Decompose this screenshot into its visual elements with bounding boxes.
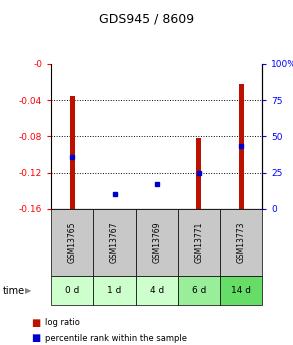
Bar bbox=[220, 209, 262, 276]
Text: log ratio: log ratio bbox=[45, 318, 80, 327]
Text: GDS945 / 8609: GDS945 / 8609 bbox=[99, 12, 194, 25]
Bar bbox=[93, 209, 136, 276]
Bar bbox=[178, 276, 220, 305]
Text: 0 d: 0 d bbox=[65, 286, 80, 295]
Bar bbox=[51, 276, 93, 305]
Bar bbox=[93, 276, 136, 305]
Bar bbox=[136, 276, 178, 305]
Text: ■: ■ bbox=[31, 333, 40, 343]
Text: GSM13773: GSM13773 bbox=[237, 221, 246, 263]
Text: ■: ■ bbox=[31, 318, 40, 327]
Bar bbox=[239, 84, 244, 209]
Text: GSM13771: GSM13771 bbox=[195, 222, 203, 263]
Text: ▶: ▶ bbox=[25, 286, 31, 295]
Bar bbox=[196, 138, 202, 209]
Text: 6 d: 6 d bbox=[192, 286, 206, 295]
Bar bbox=[220, 276, 262, 305]
Text: percentile rank within the sample: percentile rank within the sample bbox=[45, 334, 188, 343]
Text: 4 d: 4 d bbox=[150, 286, 164, 295]
Bar bbox=[70, 96, 75, 209]
Text: GSM13769: GSM13769 bbox=[152, 221, 161, 263]
Text: 14 d: 14 d bbox=[231, 286, 251, 295]
Bar bbox=[136, 209, 178, 276]
Bar bbox=[178, 209, 220, 276]
Text: 1 d: 1 d bbox=[107, 286, 122, 295]
Text: GSM13767: GSM13767 bbox=[110, 221, 119, 263]
Bar bbox=[51, 209, 93, 276]
Text: GSM13765: GSM13765 bbox=[68, 221, 77, 263]
Text: time: time bbox=[3, 286, 25, 296]
